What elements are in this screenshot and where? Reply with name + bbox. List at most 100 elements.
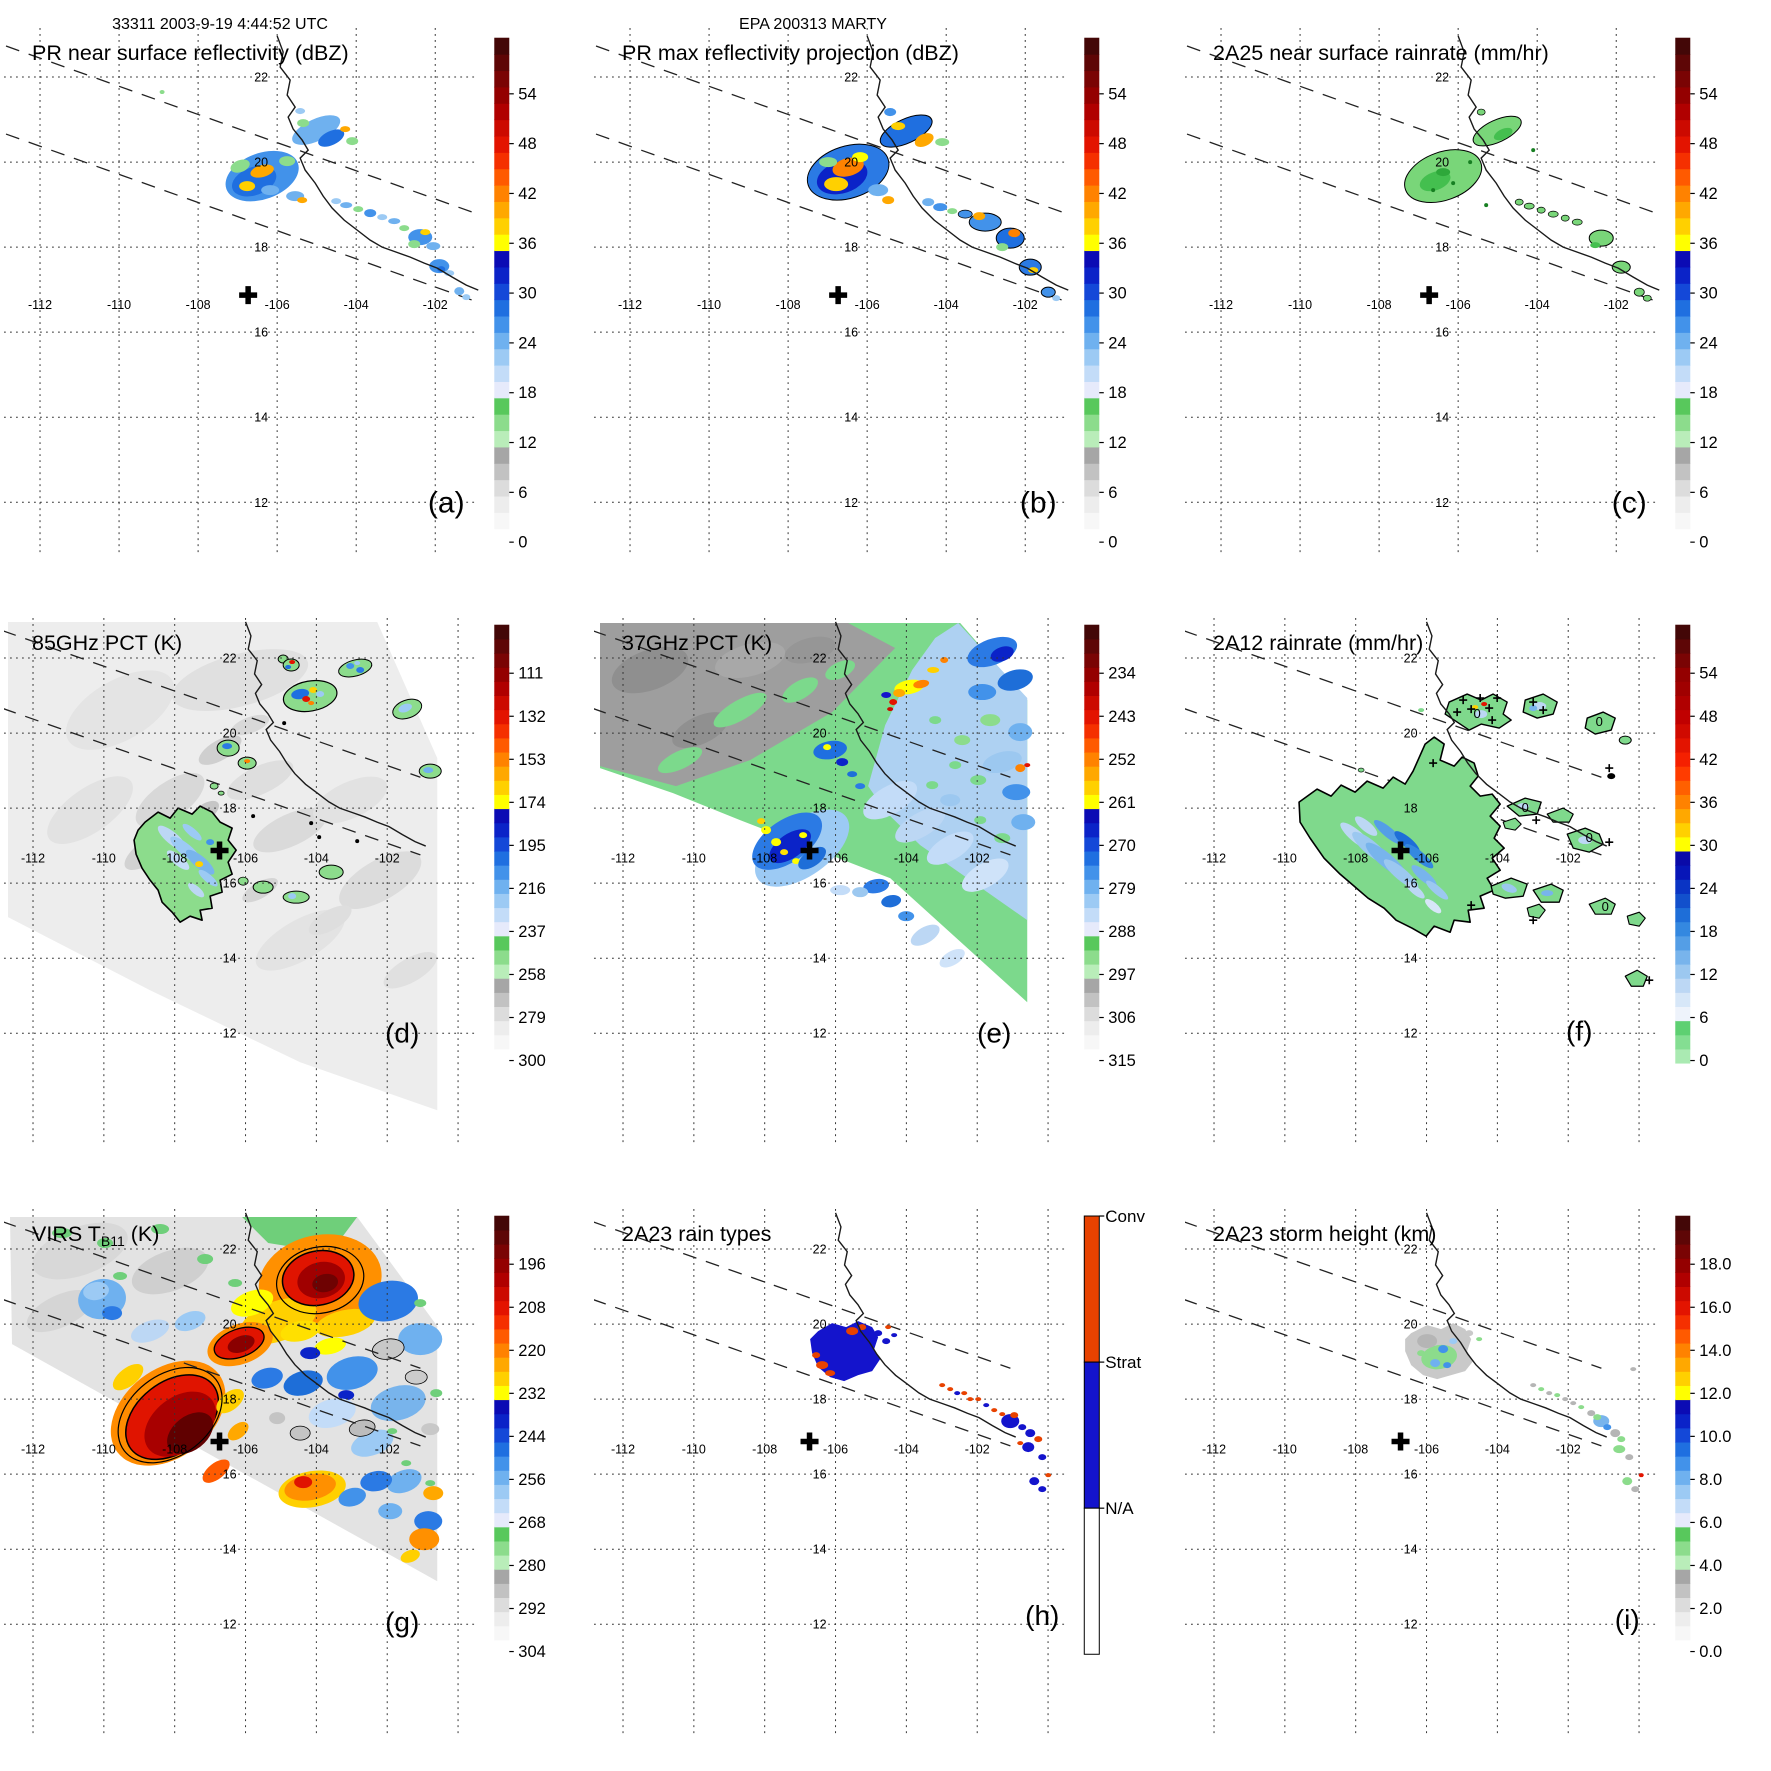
- lat-label: 22: [813, 1242, 827, 1256]
- colorbar-cell: [494, 430, 510, 448]
- colorbar-cell: [1674, 1257, 1690, 1273]
- colorbar-cell: [494, 479, 510, 497]
- data-blob: [1553, 1392, 1560, 1397]
- colorbar-cell: [1674, 201, 1690, 219]
- data-blob: [313, 776, 388, 824]
- data-blob: [251, 1367, 283, 1389]
- colorbar-cell: [494, 184, 510, 202]
- data-blob: [370, 1384, 426, 1421]
- panel-c-data-blobs: [1403, 108, 1652, 302]
- data-blob: [398, 703, 412, 713]
- data-blob: [437, 266, 446, 273]
- panel-g-swath-edges: [4, 1221, 421, 1447]
- panel-a-map: -112 -110 -108 -106 -104 -102 22 20 18 16 14 12 (a) P…: [4, 28, 537, 557]
- data-blob: [420, 229, 431, 236]
- colorbar-cell: [494, 381, 510, 399]
- lon-label: -108: [1343, 1442, 1368, 1456]
- colorbar-cell: [1674, 780, 1690, 796]
- colorbar-cell: [494, 893, 510, 909]
- storm-center-marker: [800, 1432, 819, 1451]
- colorbar-cell: [494, 495, 510, 513]
- panel-b: -112 -110 -108 -106 -104 -102 22 20 18 16 14 12 (b) P…: [590, 0, 1181, 591]
- colorbar-cell: [1674, 1469, 1690, 1485]
- colorbar-cell: [1674, 794, 1690, 810]
- lat-label: 18: [254, 241, 268, 255]
- colorbar-tick-label: 153: [518, 751, 546, 769]
- data-blob: [658, 747, 703, 774]
- colorbar-cell: [1674, 1526, 1690, 1542]
- data-blob: [1545, 1390, 1552, 1395]
- colorbar-cell: [1084, 780, 1100, 796]
- data-blob: [1529, 1382, 1536, 1387]
- colorbar-cell: [494, 37, 510, 55]
- colorbar-cell: [494, 1582, 510, 1598]
- panel-e-map: -112 -110 -108 -106 -104 -102 22 20 18 16 14 12 (e) 3…: [594, 618, 1137, 1147]
- colorbar-tick-label: 18: [1699, 923, 1717, 941]
- colorbar-cell: [1084, 217, 1100, 235]
- colorbar-cell: [1674, 1286, 1690, 1301]
- colorbar-cell: [1674, 1554, 1690, 1570]
- data-plus-mark: [1644, 976, 1653, 985]
- colorbar-tick-label: 24: [518, 334, 536, 352]
- data-blob: [997, 669, 1034, 692]
- colorbar-cell: [494, 1286, 510, 1301]
- lon-label: -102: [1013, 298, 1038, 312]
- panel-f: -112 -110 -108 -106 -104 -102 22 20 18 16 14 12 0 0 0 0…: [1181, 590, 1771, 1181]
- panel-a-data-blobs: [159, 90, 471, 301]
- colorbar-tick-label: 36: [1109, 235, 1127, 253]
- swath-edge-line: [596, 45, 1063, 213]
- data-blob: [421, 1422, 440, 1435]
- colorbar-cell: [1674, 950, 1690, 965]
- colorbar-cell: [494, 921, 510, 937]
- colorbar-cell: [1084, 315, 1100, 333]
- colorbar-cell: [494, 1498, 510, 1513]
- data-blob: [880, 114, 933, 148]
- colorbar-cell: [1084, 822, 1100, 838]
- data-blob: [1537, 1386, 1544, 1391]
- data-blob: [983, 751, 1023, 774]
- colorbar-cell: [1674, 1300, 1690, 1315]
- panel-letter-a: (a): [428, 486, 465, 519]
- colorbar-cell: [1674, 348, 1690, 366]
- colorbar-cell: [494, 907, 510, 923]
- panel-a-graticule: [4, 28, 479, 557]
- panel-g: -112 -110 -108 -106 -104 -102 22 20 18 16 14 12 (g) V…: [0, 1181, 591, 1771]
- colorbar-cell: [1674, 837, 1690, 852]
- colorbar-tick-label: 48: [1109, 135, 1127, 153]
- colorbar-tick-label: 315: [1109, 1052, 1137, 1070]
- colorbar-cell: [494, 1455, 510, 1471]
- data-blob: [289, 1425, 311, 1441]
- colorbar-tick-label: 6: [1109, 484, 1118, 502]
- data-blob: [1523, 202, 1535, 210]
- panel-i-data-blobs: [1404, 1322, 1644, 1492]
- colorbar-tick-label: 279: [518, 1009, 546, 1027]
- data-blob: [360, 1470, 393, 1492]
- colorbar-cell: [1674, 119, 1690, 137]
- data-blob: [340, 126, 351, 133]
- colorbar-tick-label: 256: [518, 1471, 546, 1489]
- data-blob: [1450, 181, 1455, 186]
- data-blob: [715, 642, 786, 679]
- data-plus-mark: [1487, 716, 1496, 725]
- panel-b-swath-edges: [596, 45, 1063, 301]
- lon-label: -108: [776, 298, 801, 312]
- coastline: [276, 35, 479, 291]
- colorbar-tick-label: 10.0: [1699, 1428, 1731, 1446]
- contour-label: 0: [1595, 714, 1602, 729]
- panel-title-g: VIRS TB11 (K): [32, 1222, 159, 1249]
- data-blob: [404, 1369, 428, 1385]
- colorbar-cell: [1084, 364, 1100, 382]
- colorbar-tick-label: 54: [1699, 665, 1717, 683]
- lat-label: 18: [1403, 1392, 1417, 1406]
- data-blob: [65, 670, 175, 751]
- lat-label: 12: [223, 1617, 237, 1631]
- colorbar-cell: [1084, 1006, 1100, 1022]
- lat-label: 20: [223, 1317, 237, 1331]
- panel-i-map-area: -112 -110 -108 -106 -104 -102 22 20 18 16 14 12: [1184, 1208, 1659, 1737]
- panel-h-map-area: -112 -110 -108 -106 -104 -102 22 20 18 16 14 12: [594, 1208, 1069, 1737]
- colorbar-tick-label: 54: [518, 85, 536, 103]
- colorbar-cell: [494, 70, 510, 88]
- lat-label: 20: [254, 156, 268, 170]
- storm-center-marker: [1391, 841, 1410, 860]
- colorbar-cell: [1674, 695, 1690, 711]
